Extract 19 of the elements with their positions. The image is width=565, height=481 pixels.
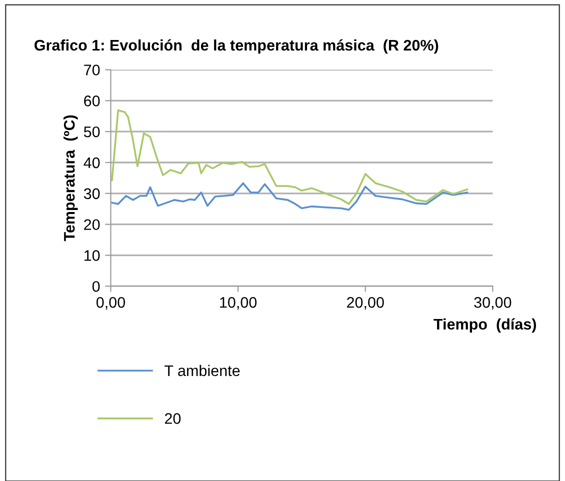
y-axis-title: Temperatura (ºC) [64, 115, 78, 242]
y-tick-label: 60 [84, 96, 100, 106]
line-series [111, 109, 468, 205]
x-tick-label: 30,00 [474, 297, 512, 310]
x-tick-label: 20,00 [347, 297, 384, 310]
x-axis-title: Tiempo (días) [434, 318, 536, 333]
y-tick-label: 40 [84, 157, 100, 168]
x-tick-label: 0,00 [96, 297, 126, 310]
line-series [111, 182, 468, 211]
y-tick-label: 0 [92, 281, 100, 292]
y-tick-label: 30 [84, 188, 100, 200]
chart-title: Grafico 1: Evolución de la temperatura másica (R 20%) [34, 39, 438, 54]
x-tick-label: 10,00 [220, 297, 257, 310]
y-tick-label: 70 [84, 64, 100, 76]
legend-label: 20 [164, 413, 181, 424]
y-tick-label: 20 [84, 219, 100, 230]
y-tick-label: 50 [84, 126, 100, 138]
y-tick-label: 10 [84, 250, 100, 261]
legend-label: T ambiente [164, 364, 240, 376]
